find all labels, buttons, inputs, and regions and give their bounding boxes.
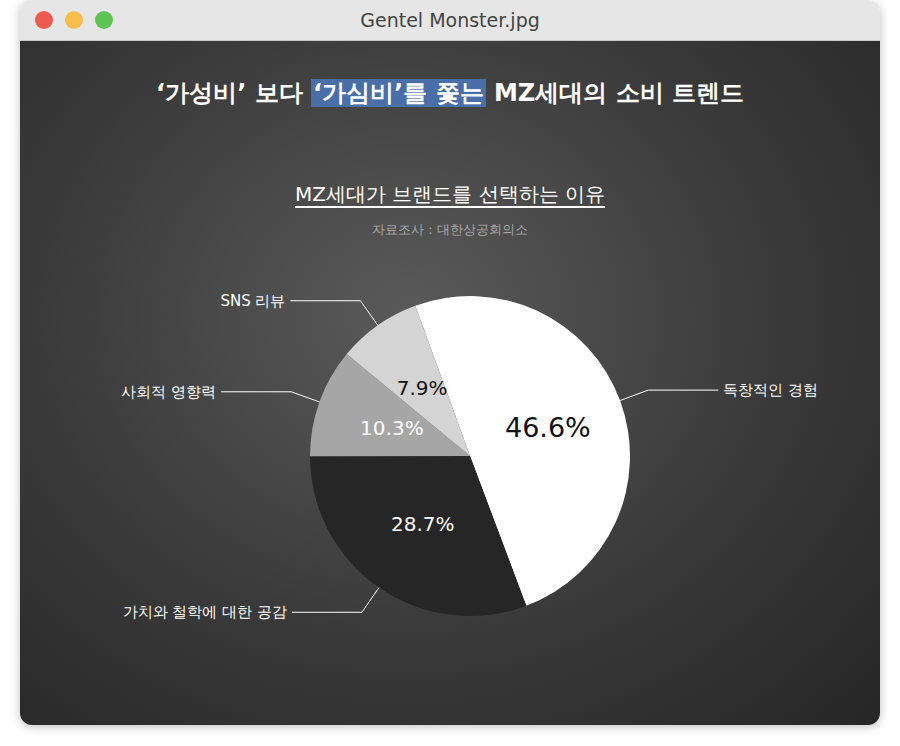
svg-text:10.3%: 10.3%	[360, 416, 424, 440]
svg-text:SNS 리뷰: SNS 리뷰	[220, 292, 285, 310]
svg-text:독창적인 경험: 독창적인 경험	[723, 381, 818, 399]
html-text:MZ세대가 브랜드를 선택하는 이유: MZ세대가 브랜드를 선택하는 이유	[295, 182, 605, 206]
svg-text:사회적 영향력: 사회적 영향력	[121, 383, 216, 401]
svg-text:46.6%: 46.6%	[505, 412, 591, 443]
svg-text:7.9%: 7.9%	[397, 376, 448, 400]
html-text:Gentel Monster.jpg: Gentel Monster.jpg	[360, 9, 540, 31]
html-text:‘가성비’ 보다‘가심비’를 쫓는MZ세대의 소비 트렌드: ‘가성비’ 보다‘가심비’를 쫓는MZ세대의 소비 트렌드	[156, 79, 744, 107]
html-text:자료조사 : 대한상공회의소: 자료조사 : 대한상공회의소	[372, 222, 528, 237]
svg-text:28.7%: 28.7%	[391, 512, 455, 536]
svg-text:가치와 철학에 대한 공감: 가치와 철학에 대한 공감	[123, 603, 287, 621]
